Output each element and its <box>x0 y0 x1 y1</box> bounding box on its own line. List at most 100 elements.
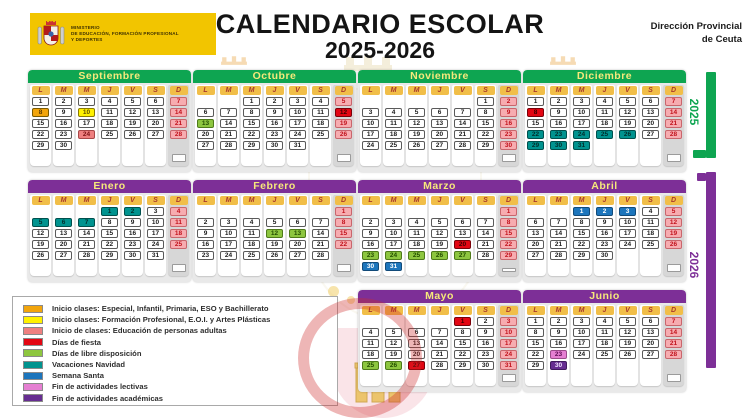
empty-cell <box>642 361 659 370</box>
weekday-column-L: L 1 8 15 22 29 <box>525 85 546 166</box>
day-cell: 19 <box>32 240 49 249</box>
day-cell: 27 <box>527 251 544 260</box>
empty-cell <box>170 141 187 150</box>
weekday-header: V <box>453 86 472 95</box>
weekday-column-J: J 4 11 18 25 <box>594 85 615 166</box>
weekday-header: D <box>664 86 683 95</box>
weekday-column-S: S 6 13 20 27 <box>640 85 661 166</box>
weekday-column-S: S 6 13 20 27 <box>145 85 166 166</box>
legend-label: Días de fiesta <box>52 337 101 347</box>
weekday-header: M <box>549 86 568 95</box>
day-cell: 17 <box>147 229 164 238</box>
day-cell: 9 <box>596 218 613 227</box>
empty-cell <box>665 251 682 260</box>
day-cell: 3 <box>573 97 590 106</box>
month-body: L 5 12 19 26 M 6 13 20 27 M 7 14 21 28 J 1 8 15 22 29 V 2 9 16 23… <box>28 193 191 278</box>
title-line1: CALENDARIO ESCOLAR <box>215 9 545 39</box>
empty-cell <box>197 97 214 106</box>
weekday-header: V <box>123 196 142 205</box>
month-card-enero: Enero L 5 12 19 26 M 6 13 20 27 M 7 14 21 28 J 1 8 15 22 29 V 2… <box>28 180 191 282</box>
day-cell: 4 <box>243 218 260 227</box>
day-cell: 17 <box>500 339 517 348</box>
day-cell: 17 <box>78 119 95 128</box>
day-cell: 7 <box>78 218 95 227</box>
day-cell: 16 <box>550 119 567 128</box>
day-cell: 20 <box>454 240 471 249</box>
weekday-column-M: M 3 10 17 24 31 <box>383 195 404 276</box>
day-cell: 20 <box>197 130 214 139</box>
legend-item-ma: Fin de actividades lectivas <box>23 381 337 392</box>
day-cell: 26 <box>32 251 49 260</box>
ministry-line3: Y DEPORTES <box>71 37 103 43</box>
weekday-header: M <box>407 306 426 315</box>
month-card-noviembre: Noviembre L 3 10 17 24 M 4 11 18 25 M 5 12 19 26 J 6 13 20 2… <box>358 70 521 172</box>
weekday-column-L: L 6 13 20 27 <box>525 195 546 276</box>
day-cell: 6 <box>527 218 544 227</box>
day-cell: 4 <box>362 328 379 337</box>
weekday-column-M: M 5 12 19 26 <box>406 85 427 166</box>
weekday-header: M <box>54 196 73 205</box>
weekday-column-S: S 7 14 21 28 <box>475 195 496 276</box>
weekday-header: J <box>430 196 449 205</box>
day-cell: 11 <box>362 339 379 348</box>
weekday-header: M <box>572 306 591 315</box>
day-cell: 13 <box>431 119 448 128</box>
legend-swatch <box>23 360 43 369</box>
day-cell: 23 <box>550 130 567 139</box>
day-cell: 17 <box>385 240 402 249</box>
day-cell: 4 <box>408 218 425 227</box>
empty-cell <box>170 251 187 260</box>
day-cell: 23 <box>266 130 283 139</box>
empty-cell <box>408 207 425 216</box>
day-cell: 4 <box>170 207 187 216</box>
day-cell: 12 <box>385 339 402 348</box>
weekday-header: V <box>618 196 637 205</box>
weekday-header: M <box>549 306 568 315</box>
provincial-line2: de Ceuta <box>701 33 742 45</box>
day-cell: 6 <box>147 97 164 106</box>
day-cell: 3 <box>78 97 95 106</box>
day-cell: 27 <box>454 251 471 260</box>
day-cell: 26 <box>431 251 448 260</box>
day-cell: 20 <box>55 240 72 249</box>
day-cell: 23 <box>362 251 379 260</box>
day-cell: 5 <box>431 218 448 227</box>
weekday-header: D <box>334 196 353 205</box>
day-cell: 14 <box>312 229 329 238</box>
day-cell: 7 <box>477 218 494 227</box>
day-cell: 23 <box>596 240 613 249</box>
legend-label: Inicio clases: Formación Profesional, E.… <box>52 315 271 325</box>
weekday-column-M: M 3 10 17 24 31 <box>571 85 592 166</box>
empty-cell <box>362 97 379 106</box>
day-cell: 31 <box>573 141 590 150</box>
month-card-diciembre: Diciembre L 1 8 15 22 29 M 2 9 16 23 30 M 3 10 17 24 31 J 4 1… <box>523 70 686 172</box>
empty-cell <box>431 207 448 216</box>
day-cell: 13 <box>147 108 164 117</box>
legend-item-bl: Semana Santa <box>23 370 337 381</box>
day-cell: 8 <box>243 108 260 117</box>
day-cell: 19 <box>431 240 448 249</box>
empty-cell <box>385 207 402 216</box>
day-cell: 12 <box>431 229 448 238</box>
weekday-header: S <box>146 86 165 95</box>
empty-cell <box>289 207 306 216</box>
empty-cell <box>362 207 379 216</box>
day-cell: 6 <box>55 218 72 227</box>
empty-cell <box>101 141 118 150</box>
day-cell: 23 <box>197 251 214 260</box>
weekday-header: L <box>526 196 545 205</box>
day-cell: 3 <box>500 317 517 326</box>
day-cell: 27 <box>147 130 164 139</box>
day-cell: 8 <box>527 328 544 337</box>
weekday-header: D <box>664 306 683 315</box>
empty-cell <box>454 97 471 106</box>
legend-item-re: Días de fiesta <box>23 337 337 348</box>
day-cell: 15 <box>101 229 118 238</box>
weekday-header: V <box>618 306 637 315</box>
day-cell: 12 <box>408 119 425 128</box>
day-cell: 1 <box>335 207 352 216</box>
day-cell: 14 <box>170 108 187 117</box>
day-cell: 21 <box>477 240 494 249</box>
day-cell: 1 <box>573 207 590 216</box>
day-cell: 21 <box>78 240 95 249</box>
